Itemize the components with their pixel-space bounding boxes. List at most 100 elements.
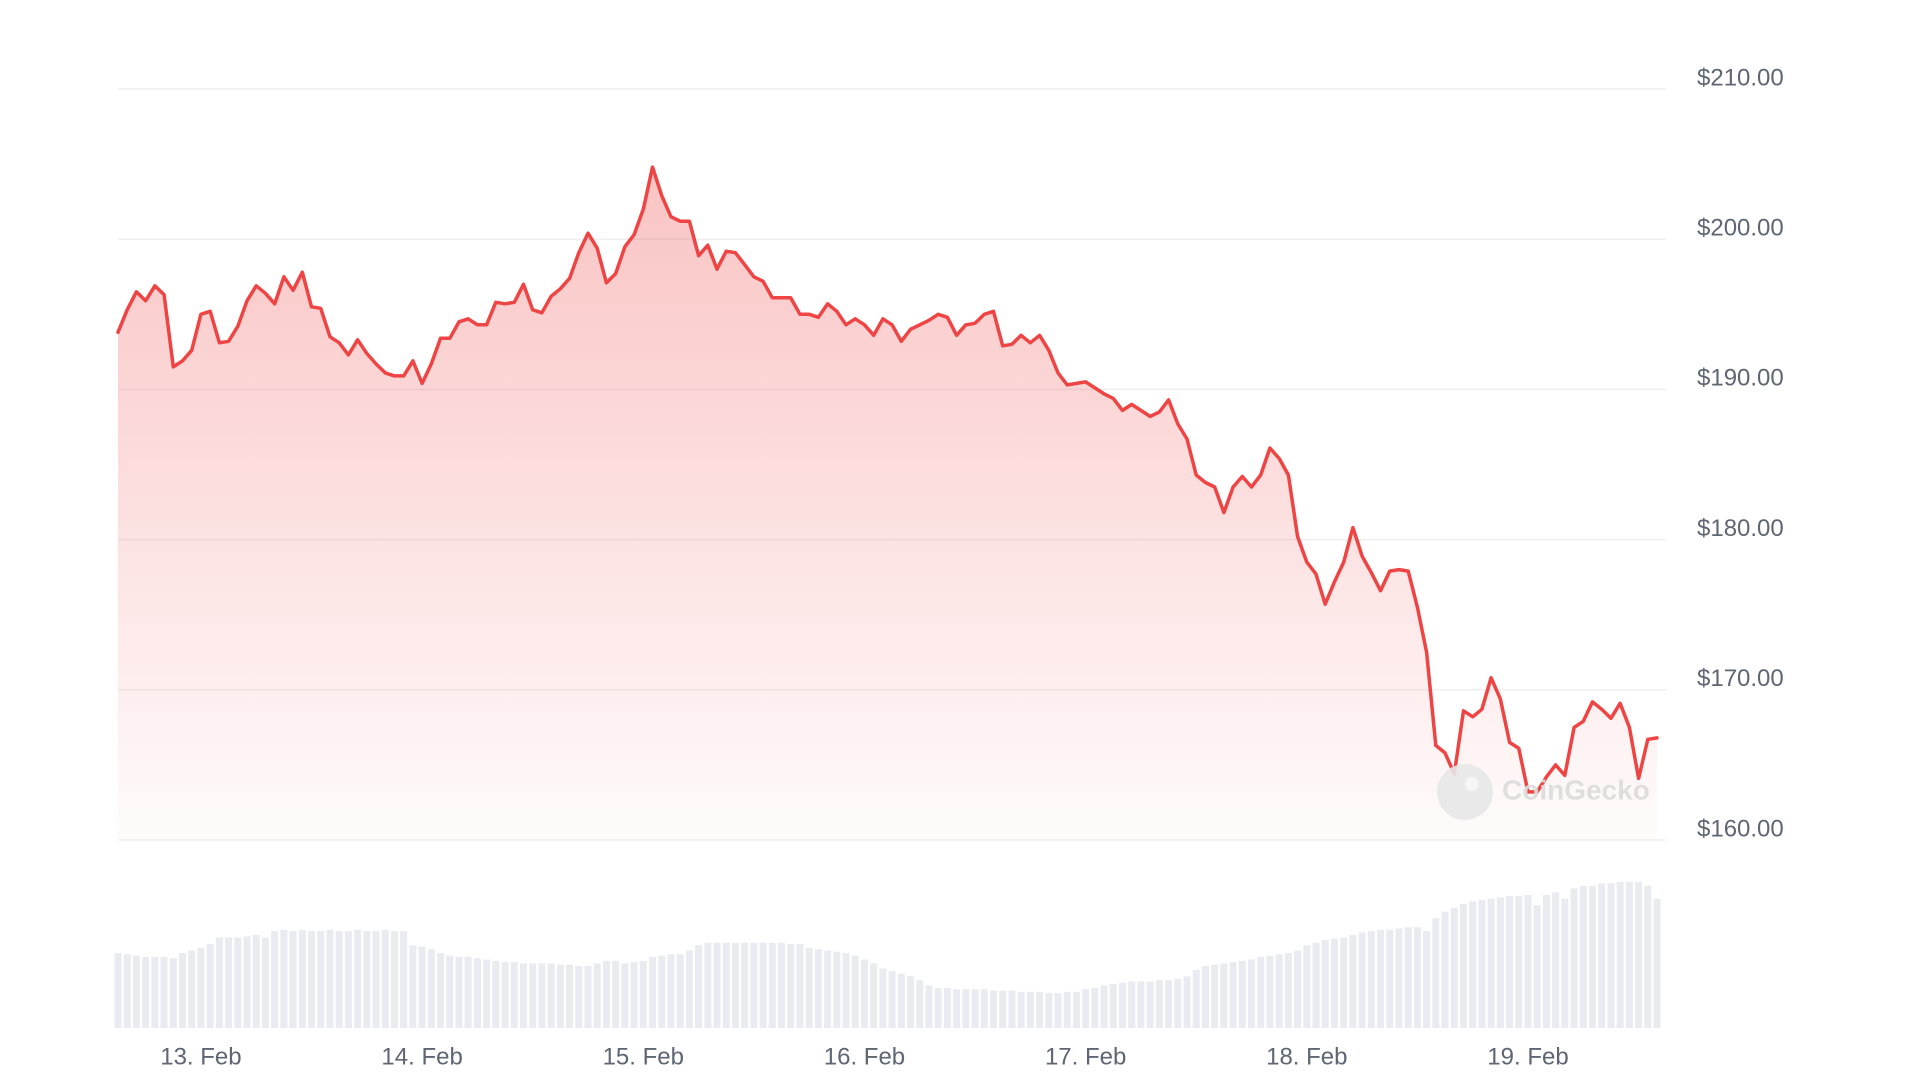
volume-bar xyxy=(1367,931,1375,1028)
volume-bar xyxy=(1588,885,1596,1028)
watermark-text: CoinGecko xyxy=(1502,774,1650,805)
volume-bar xyxy=(215,937,223,1028)
volume-bar xyxy=(778,942,786,1028)
volume-bar xyxy=(1487,898,1495,1028)
volume-bar xyxy=(953,989,961,1028)
volume-bar xyxy=(630,962,638,1028)
volume-bar xyxy=(261,937,269,1028)
volume-bar xyxy=(722,942,730,1028)
volume-bar xyxy=(989,990,997,1028)
volume-bar xyxy=(768,942,776,1028)
volume-bar xyxy=(1183,976,1191,1028)
volume-bar xyxy=(612,960,620,1028)
volume-bar xyxy=(962,989,970,1028)
volume-bar xyxy=(1063,991,1071,1028)
volume-bar xyxy=(1515,896,1523,1028)
volume-bar xyxy=(1459,903,1467,1028)
volume-bar xyxy=(1091,987,1099,1028)
volume-bar xyxy=(842,953,850,1028)
x-tick-label: 15. Feb xyxy=(603,1043,684,1070)
volume-bar xyxy=(695,945,703,1028)
volume-bar xyxy=(473,958,481,1028)
y-tick-label: $190.00 xyxy=(1697,365,1784,392)
volume-bar xyxy=(1192,969,1200,1028)
volume-bar xyxy=(575,965,583,1028)
volume-bar xyxy=(566,964,574,1028)
volume-bar xyxy=(888,971,896,1028)
volume-bar xyxy=(621,963,629,1028)
volume-bar xyxy=(1238,960,1246,1028)
volume-bar xyxy=(1284,953,1292,1028)
volume-bar xyxy=(243,936,251,1028)
volume-bar xyxy=(934,987,942,1028)
volume-bar xyxy=(114,953,122,1028)
volume-bar xyxy=(1054,993,1062,1028)
volume-bar xyxy=(335,931,343,1028)
volume-bar xyxy=(1248,959,1256,1028)
volume-bar xyxy=(317,931,325,1028)
volume-bar xyxy=(925,985,933,1028)
volume-bar xyxy=(280,929,288,1028)
volume-bar xyxy=(206,944,214,1028)
volume-bar xyxy=(1542,894,1550,1028)
volume-bar xyxy=(1082,989,1090,1028)
volume-bar xyxy=(529,963,537,1028)
volume-bar xyxy=(879,968,887,1028)
volume-bar xyxy=(151,956,159,1028)
volume-bar xyxy=(160,956,168,1028)
watermark-logo xyxy=(1437,764,1493,820)
volume-bar xyxy=(916,980,924,1028)
volume-bar xyxy=(870,963,878,1028)
volume-bar xyxy=(676,954,684,1028)
volume-bar xyxy=(1349,934,1357,1028)
volume-bar xyxy=(741,942,749,1028)
volume-bar xyxy=(483,959,491,1028)
volume-bar xyxy=(999,990,1007,1028)
volume-bar xyxy=(897,973,905,1028)
x-tick-label: 14. Feb xyxy=(381,1043,462,1070)
volume-bar xyxy=(1165,980,1173,1028)
volume-bar xyxy=(713,942,721,1028)
volume-bar xyxy=(1100,985,1108,1028)
volume-bar xyxy=(354,929,362,1028)
volume-bar xyxy=(731,942,739,1028)
volume-bar xyxy=(538,963,546,1028)
volume-bar xyxy=(833,951,841,1028)
volume-bar xyxy=(1561,898,1569,1028)
volume-bar xyxy=(1036,991,1044,1028)
volume-bar xyxy=(1469,901,1477,1028)
volume-bar xyxy=(1579,885,1587,1028)
volume-bar xyxy=(363,931,371,1028)
volume-bar xyxy=(1340,937,1348,1028)
volume-bar xyxy=(381,929,389,1028)
volume-bar xyxy=(658,955,666,1028)
y-tick-label: $180.00 xyxy=(1697,515,1784,542)
volume-bar xyxy=(390,931,398,1028)
volume-bar xyxy=(344,931,352,1028)
volume-bar xyxy=(437,953,445,1028)
x-tick-label: 19. Feb xyxy=(1487,1043,1568,1070)
volume-bar xyxy=(1625,882,1633,1028)
volume-bar xyxy=(584,965,592,1028)
volume-bar xyxy=(1275,954,1283,1028)
volume-bar xyxy=(649,956,657,1028)
volume-bar xyxy=(492,960,500,1028)
price-line xyxy=(116,165,1659,794)
x-tick-label: 18. Feb xyxy=(1266,1043,1347,1070)
volume-bar xyxy=(1303,945,1311,1028)
y-tick-label: $200.00 xyxy=(1697,215,1784,242)
volume-bar xyxy=(225,937,233,1028)
volume-bar xyxy=(1432,918,1440,1028)
volume-bar xyxy=(1653,898,1661,1028)
volume-bar xyxy=(1017,991,1025,1028)
volume-bar xyxy=(1413,927,1421,1028)
volume-bar xyxy=(326,929,334,1028)
volume-bar xyxy=(132,955,140,1028)
volume-bar xyxy=(593,963,601,1028)
volume-bar xyxy=(1441,911,1449,1028)
x-tick-label: 17. Feb xyxy=(1045,1043,1126,1070)
volume-bar xyxy=(1386,929,1394,1028)
volume-bar xyxy=(787,944,795,1028)
volume-bar xyxy=(409,945,417,1028)
